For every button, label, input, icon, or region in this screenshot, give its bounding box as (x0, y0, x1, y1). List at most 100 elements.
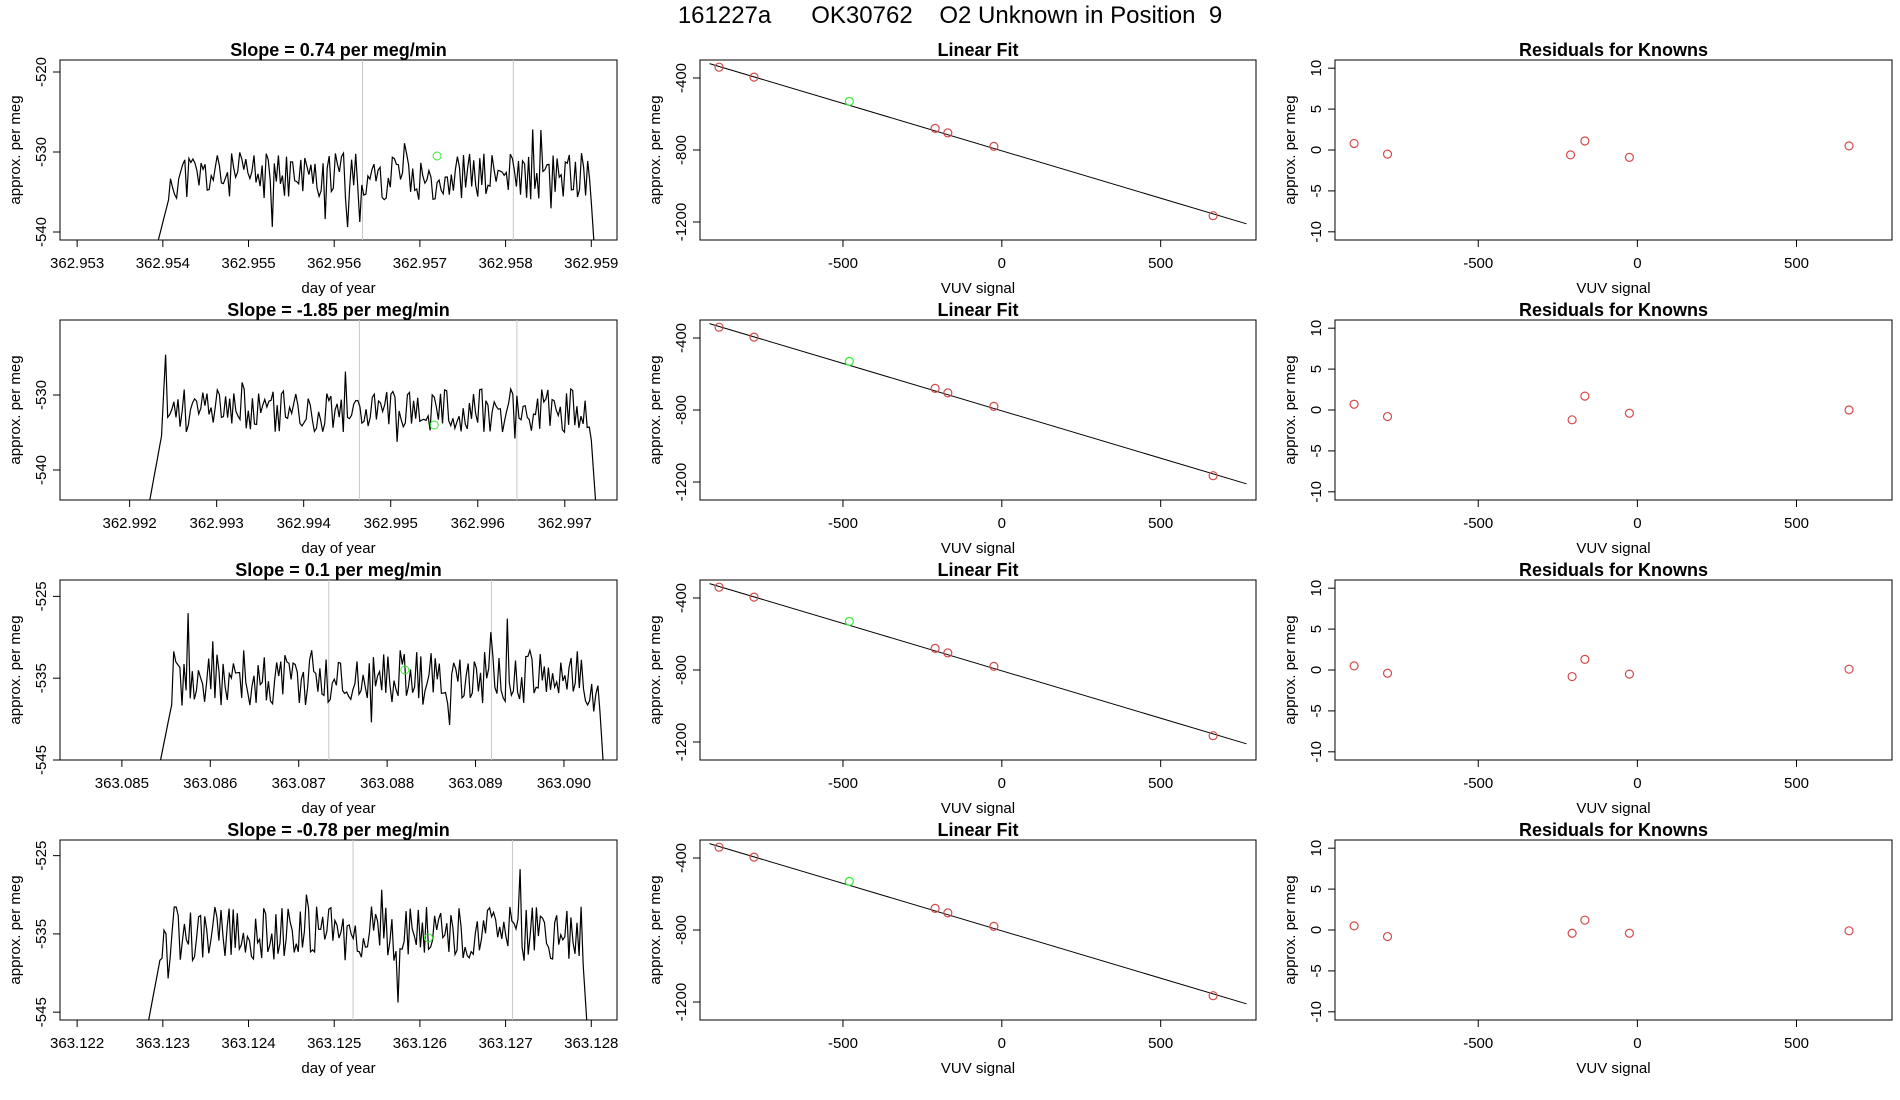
x-tick-label: -500 (828, 255, 858, 272)
x-axis-label: VUV signal (1576, 280, 1650, 297)
x-tick-label: -500 (828, 775, 858, 792)
y-tick-label: -800 (673, 395, 690, 425)
y-tick-label: -1200 (673, 723, 690, 761)
panel-r2-c1: Slope = -1.85 per meg/min day of year appr… (7, 300, 618, 557)
x-tick-label: 363.122 (50, 1035, 104, 1052)
panel-title: Linear Fit (937, 820, 1018, 840)
y-axis-label: approx. per meg (7, 615, 24, 724)
x-tick-label: 0 (998, 775, 1006, 792)
known-point (930, 903, 940, 914)
x-tick-label: 362.954 (136, 255, 190, 272)
x-axis-label: VUV signal (941, 1060, 1015, 1077)
plot-frame (699, 839, 1257, 1021)
y-tick-label: -530 (33, 380, 50, 410)
x-tick-label: 362.953 (50, 255, 104, 272)
known-point (1382, 668, 1393, 678)
known-point (1580, 136, 1590, 146)
y-tick-label: -1200 (673, 463, 690, 501)
x-axis-label: VUV signal (941, 280, 1015, 297)
y-tick-label: -520 (33, 57, 50, 87)
panel-r1-c3: Residuals for Knowns VUV signal approx. pe… (1282, 40, 1893, 297)
known-point (749, 592, 759, 602)
panel-r1-c1: Slope = 0.74 per meg/min day of year appro… (7, 40, 618, 297)
x-tick-label: 363.089 (448, 775, 502, 792)
y-axis-label: approx. per meg (647, 615, 664, 724)
y-tick-label: -535 (33, 919, 50, 949)
plot-area (157, 60, 595, 240)
x-tick-label: 0 (1633, 255, 1641, 272)
unknown-point (844, 96, 854, 107)
y-axis-label: approx. per meg (7, 355, 24, 464)
x-tick-label: 500 (1148, 255, 1173, 272)
plot-area (149, 320, 597, 500)
known-point (1580, 654, 1590, 664)
plot-frame (1334, 579, 1893, 761)
x-tick-label: 500 (1148, 775, 1173, 792)
data-series (157, 129, 595, 240)
known-point (943, 128, 953, 138)
fit-line (709, 323, 1247, 485)
y-tick-label: -400 (673, 583, 690, 613)
y-tick-label: -525 (33, 841, 50, 871)
x-tick-label: -500 (1463, 1035, 1493, 1052)
x-tick-label: 363.086 (183, 775, 237, 792)
x-axis-label: day of year (301, 800, 375, 817)
known-point (1567, 671, 1577, 682)
y-tick-label: -400 (673, 323, 690, 353)
x-tick-label: 362.995 (364, 515, 418, 532)
x-tick-label: 362.997 (538, 515, 592, 532)
x-tick-label: 363.125 (307, 1035, 361, 1052)
plot-area (709, 322, 1247, 485)
known-point (1349, 661, 1359, 671)
known-point (930, 383, 940, 393)
y-tick-label: -1200 (673, 203, 690, 241)
x-tick-label: 0 (998, 1035, 1006, 1052)
unknown-point (844, 616, 854, 627)
known-point (749, 852, 759, 862)
x-tick-label: -500 (1463, 515, 1493, 532)
x-tick-label: 500 (1784, 775, 1809, 792)
x-tick-label: 363.123 (136, 1035, 190, 1052)
known-point (714, 62, 724, 72)
panel-r2-c3: Residuals for Knowns VUV signal approx. pe… (1282, 300, 1893, 557)
fit-line (709, 63, 1247, 225)
x-axis-label: VUV signal (941, 540, 1015, 557)
panel-title: Residuals for Knowns (1519, 560, 1708, 580)
known-point (714, 842, 724, 852)
y-tick-label: -5 (1308, 964, 1325, 977)
known-point (1565, 150, 1576, 160)
x-axis-label: VUV signal (1576, 540, 1650, 557)
known-point (1208, 991, 1218, 1001)
unknown-point (423, 933, 433, 943)
panel-title: Slope = 0.1 per meg/min (235, 560, 442, 580)
known-point (989, 661, 999, 672)
known-point (1844, 664, 1854, 674)
x-tick-label: -500 (828, 515, 858, 532)
panel-r3-c2: Linear Fit VUV signal approx. per meg -500 0… (647, 560, 1257, 817)
x-axis-label: VUV signal (1576, 1060, 1650, 1077)
y-tick-label: 10 (1308, 580, 1325, 597)
y-tick-label: -525 (33, 581, 50, 611)
plot-frame (699, 59, 1257, 241)
known-point (1208, 211, 1218, 221)
known-point (1844, 405, 1854, 415)
plot-frame (699, 319, 1257, 501)
unknown-point (844, 876, 854, 887)
y-axis-label: approx. per meg (647, 355, 664, 464)
x-tick-label: 362.955 (221, 255, 275, 272)
y-axis-label: approx. per meg (7, 95, 24, 204)
y-tick-label: -10 (1308, 481, 1325, 503)
plot-area (1349, 136, 1854, 162)
known-point (943, 648, 953, 658)
known-point (749, 72, 759, 82)
y-tick-label: -545 (33, 997, 50, 1027)
y-axis-label: approx. per meg (647, 95, 664, 204)
panel-r2-c2: Linear Fit VUV signal approx. per meg -500 0… (647, 300, 1257, 557)
y-tick-label: -10 (1308, 1001, 1325, 1023)
plot-area (709, 62, 1247, 225)
x-tick-label: 362.992 (103, 515, 157, 532)
known-point (1349, 138, 1359, 149)
x-tick-label: 363.087 (272, 775, 326, 792)
y-tick-label: -800 (673, 135, 690, 165)
x-tick-label: 500 (1148, 1035, 1173, 1052)
